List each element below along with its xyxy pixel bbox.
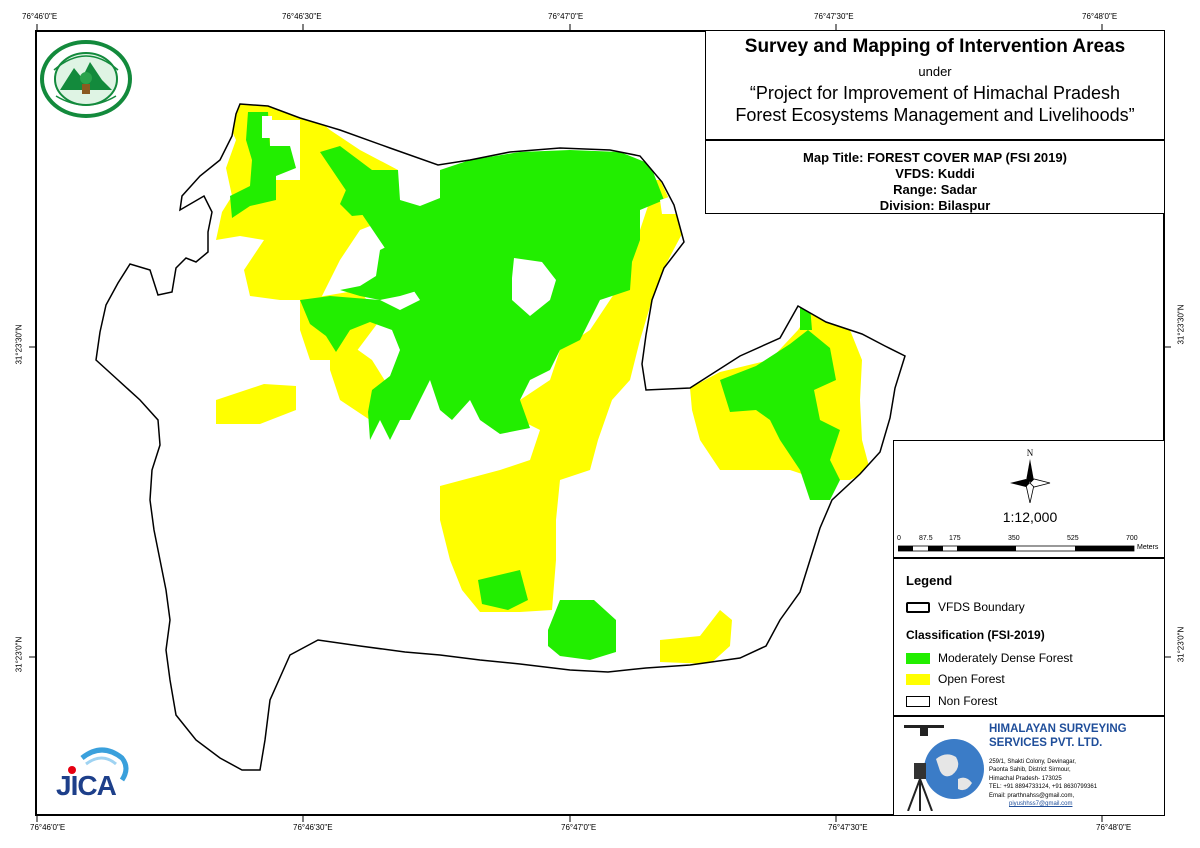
bottom-lon-label: 76°46'30"E — [293, 823, 333, 832]
legend-item-open: Open Forest — [906, 672, 1005, 686]
jica-logo: JICA — [52, 744, 132, 804]
range-text: Range: Sadar — [893, 182, 977, 197]
nonforest-swatch — [906, 695, 930, 707]
top-lon-label: 76°46'30"E — [282, 12, 322, 21]
forest-department-logo — [40, 40, 132, 118]
division-text: Division: Bilaspur — [879, 198, 991, 213]
email-link[interactable]: piyushhss7@gmail.com — [1009, 801, 1073, 808]
project-line-2: Forest Ecosystems Management and Livelih… — [735, 105, 1135, 125]
classification-heading: Classification (FSI-2019) — [906, 628, 1045, 642]
moderately-dense-forest-areas — [230, 112, 840, 660]
company-name-line-2: SERVICES PVT. LTD. — [989, 737, 1103, 749]
title-under: under — [918, 64, 952, 79]
company-name: HIMALAYAN SURVEYING SERVICES PVT. LTD. — [989, 722, 1127, 750]
email-line: Email: prarthnahss@gmail.com, — [989, 792, 1075, 799]
scale-box: N 1:12,000 0 87.5 175 350 525 700 Meters — [893, 440, 1165, 558]
legend-item-boundary: VFDS Boundary — [906, 600, 1025, 614]
legend-box: Legend VFDS Boundary Classification (FSI… — [893, 558, 1165, 716]
project-line-1: “Project for Improvement of Himachal Pra… — [749, 83, 1121, 103]
boundary-swatch — [906, 601, 930, 613]
company-box: HIMALAYAN SURVEYING SERVICES PVT. LTD. 2… — [893, 716, 1165, 816]
jica-text: JICA — [56, 770, 117, 801]
company-address: 259/1, Shakti Colony, Devinagar, Paonta … — [989, 758, 1097, 808]
scale-unit: Meters — [1137, 544, 1159, 551]
address-line: 259/1, Shakti Colony, Devinagar, — [989, 759, 1076, 765]
map-frame — [35, 30, 1165, 816]
scale-tick-label: 175 — [949, 535, 961, 542]
vfds-boundary — [95, 103, 906, 771]
scale-ratio: 1:12,000 — [1002, 509, 1058, 525]
scale-tick-label: 0 — [897, 535, 901, 542]
open-swatch — [906, 673, 930, 685]
legend-item-nonforest: Non Forest — [906, 694, 997, 708]
bottom-lon-label: 76°47'30"E — [828, 823, 868, 832]
scale-tick-label: 350 — [1008, 535, 1020, 542]
bottom-lon-label: 76°48'0"E — [1096, 823, 1132, 832]
surveying-logo-icon — [904, 725, 984, 811]
jica-swoosh-icon — [68, 747, 129, 782]
address-line: TEL: +91 8894733124, +91 8630799361 — [989, 784, 1098, 791]
dense-swatch — [906, 652, 930, 664]
top-lon-label: 76°46'0"E — [22, 12, 58, 21]
top-lon-label: 76°47'30"E — [814, 12, 854, 21]
scale-tick-label: 700 — [1126, 535, 1138, 542]
main-title: Survey and Mapping of Intervention Areas — [744, 36, 1126, 57]
legend-label: Non Forest — [938, 694, 998, 708]
legend-item-dense: Moderately Dense Forest — [906, 651, 1073, 665]
top-lon-label: 76°47'0"E — [548, 12, 584, 21]
vfds-text: VFDS: Kuddi — [895, 166, 975, 181]
scale-tick-label: 87.5 — [919, 535, 933, 542]
address-line: Himachal Pradesh- 173025 — [989, 775, 1062, 782]
north-arrow-icon: N — [1010, 448, 1051, 503]
legend-heading: Legend — [906, 573, 953, 588]
bottom-lon-label: 76°46'0"E — [30, 823, 66, 832]
scale-tick-label: 525 — [1067, 535, 1079, 542]
top-lon-label: 76°48'0"E — [1082, 12, 1118, 21]
legend-label: Moderately Dense Forest — [938, 651, 1073, 665]
forest-cover-map[interactable] — [37, 32, 1163, 814]
map-title-text: Map Title: FOREST COVER MAP (FSI 2019) — [803, 150, 1067, 165]
title-box: Survey and Mapping of Intervention Areas… — [705, 30, 1165, 140]
address-line: Paonta Sahib, District Sirmour, — [989, 767, 1071, 774]
legend-label: Open Forest — [938, 672, 1005, 686]
north-label: N — [1027, 448, 1034, 458]
company-name-line-1: HIMALAYAN SURVEYING — [989, 723, 1127, 735]
legend-label: VFDS Boundary — [938, 600, 1025, 614]
bottom-lon-label: 76°47'0"E — [561, 823, 597, 832]
map-info-box: Map Title: FOREST COVER MAP (FSI 2019) V… — [705, 140, 1165, 214]
scale-bar — [898, 545, 1135, 552]
